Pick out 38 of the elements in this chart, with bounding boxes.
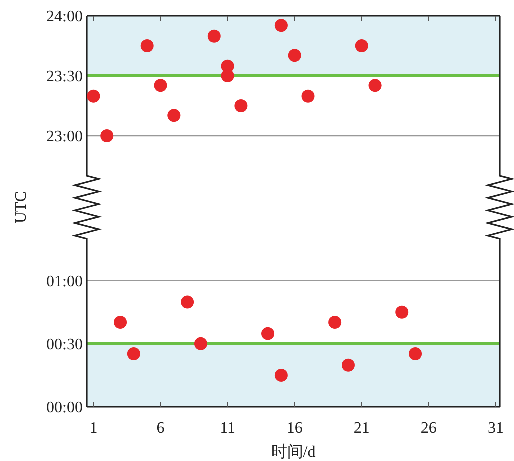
y-tick-label: 00:00: [46, 400, 83, 416]
point: [274, 19, 288, 32]
y-tick-label: 24:00: [46, 8, 83, 26]
point: [140, 40, 154, 52]
point: [168, 109, 181, 122]
point: [154, 79, 168, 92]
y-tick-label: 01:00: [46, 273, 83, 290]
point: [355, 40, 368, 52]
x-tick-label: 1: [90, 420, 98, 437]
point: [127, 348, 140, 361]
point: [87, 90, 100, 103]
x-tick-label: 6: [156, 420, 165, 437]
point: [328, 316, 342, 329]
point: [100, 130, 114, 142]
point: [368, 79, 382, 92]
x-tick-label: 16: [286, 420, 303, 437]
point: [288, 49, 302, 62]
x-tick-label: 21: [354, 420, 370, 437]
point: [262, 327, 275, 340]
point: [342, 358, 355, 372]
point: [234, 100, 248, 112]
point: [409, 348, 422, 361]
x-axis-title: 时间/d: [271, 443, 316, 461]
point: [114, 316, 128, 329]
point: [302, 90, 315, 103]
x-tick-label: 26: [420, 420, 437, 437]
x-tick-label: 31: [488, 420, 504, 437]
y-tick-label: 23:00: [46, 128, 83, 146]
y-tick-label: 00:30: [46, 336, 83, 354]
point: [208, 30, 221, 43]
x-tick-label: 11: [220, 420, 236, 437]
y-axis-title: UTC: [13, 192, 30, 224]
point: [274, 368, 288, 382]
point: [181, 296, 194, 309]
point: [221, 70, 234, 82]
point: [194, 337, 208, 350]
y-tick-label: 23:30: [46, 68, 83, 86]
point: [396, 306, 409, 319]
